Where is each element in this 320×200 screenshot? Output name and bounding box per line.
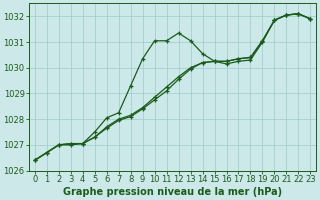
X-axis label: Graphe pression niveau de la mer (hPa): Graphe pression niveau de la mer (hPa)	[63, 187, 282, 197]
